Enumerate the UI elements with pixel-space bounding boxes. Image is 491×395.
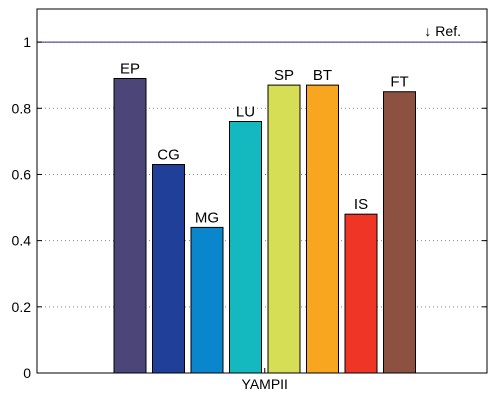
y-tick-label: 0.2 (12, 299, 32, 315)
y-tick-label: 0.8 (12, 100, 32, 116)
bars (113, 77, 416, 374)
bar-label: IS (354, 196, 368, 213)
reference-label: ↓ Ref. (424, 23, 461, 39)
x-axis: YAMPII (242, 368, 288, 392)
bar-label: CG (157, 147, 180, 164)
bar-labels: EP CG MG LU SP BT IS FT (120, 60, 409, 226)
y-tick-label: 0.6 (12, 166, 32, 182)
bar-label: MG (195, 209, 219, 226)
bar-label: BT (313, 67, 332, 84)
x-tick-label: YAMPII (242, 376, 288, 392)
bar-label: EP (120, 60, 140, 77)
y-tick-label: 0.4 (12, 233, 32, 249)
bar-ft (383, 91, 416, 374)
bar-ep (113, 77, 147, 374)
bar-label: SP (274, 67, 294, 84)
y-tick-label: 0 (23, 365, 31, 381)
plot-frame (36, 8, 488, 374)
reference-line-group: ↓ Ref. (37, 23, 487, 43)
y-tick-label: 1 (23, 34, 31, 50)
bar-bt (306, 84, 339, 374)
bar-is (344, 213, 378, 374)
bar-lu (229, 121, 262, 374)
bar-label: LU (236, 104, 255, 121)
bar-cg (152, 164, 185, 374)
bar-sp (267, 84, 301, 374)
bar-label: FT (390, 74, 408, 91)
bar-mg (190, 226, 224, 374)
y-axis: 0 0.2 0.4 0.6 0.8 1 (12, 34, 487, 381)
